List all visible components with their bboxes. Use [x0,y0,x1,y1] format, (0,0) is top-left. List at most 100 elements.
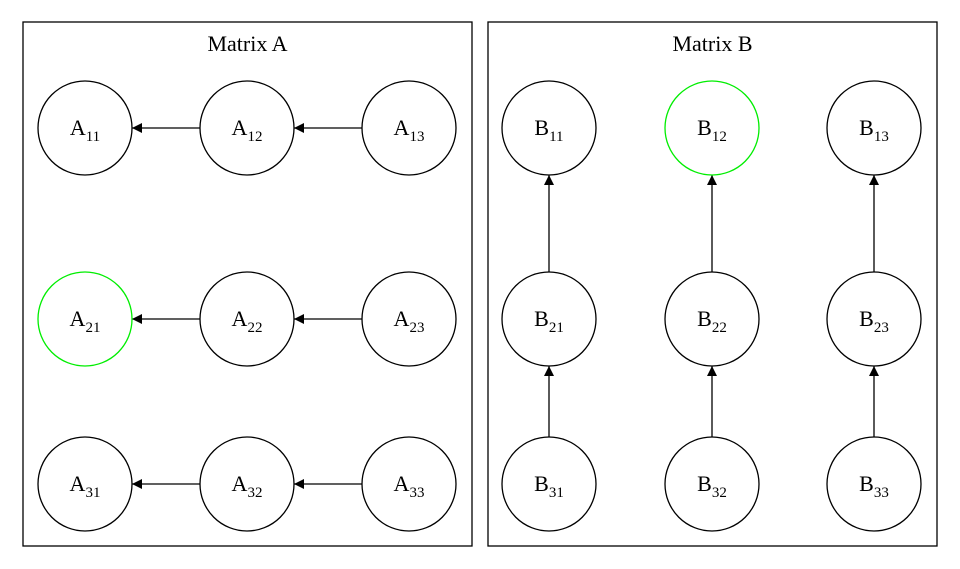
node-b33-label: B33 [859,471,889,501]
node-b31-letter: B [534,471,549,496]
cluster-matrix-b-border [487,21,938,547]
cluster-matrix-b-edges [544,175,879,437]
node-a32-letter: A [232,471,248,496]
node-a23: A23 [361,271,457,367]
node-a31-letter: A [70,471,86,496]
node-b21: B21 [501,271,597,367]
node-b22-label: B22 [697,306,727,336]
node-a31-label: A31 [70,471,101,501]
node-b11-label: B11 [534,115,563,145]
node-b12-subscript: 12 [712,129,727,145]
node-b13: B13 [826,80,922,176]
node-a12: A12 [199,80,295,176]
node-b22: B22 [664,271,760,367]
node-b23-subscript: 23 [874,320,889,336]
node-b32: B32 [664,436,760,532]
node-a12-subscript: 12 [247,129,262,145]
node-b21-letter: B [534,306,549,331]
node-b31: B31 [501,436,597,532]
node-b13-letter: B [859,115,874,140]
node-a23-letter: A [394,306,410,331]
node-a11-circle [37,80,133,176]
node-a21-letter: A [70,306,86,331]
node-a32-label: A32 [232,471,263,501]
node-b12-letter: B [697,115,712,140]
node-b13-label: B13 [859,115,889,145]
node-b32-label: B32 [697,471,727,501]
node-a12-label: A12 [232,115,263,145]
node-a13-circle [361,80,457,176]
cluster-matrix-b-title: Matrix B [672,31,752,56]
node-a22-label: A22 [232,306,263,336]
node-a13-letter: A [394,115,410,140]
node-a31: A31 [37,436,133,532]
node-a21-subscript: 21 [85,320,100,336]
node-a21-circle [37,271,133,367]
node-b11-subscript: 11 [549,129,563,145]
node-a21: A21 [37,271,133,367]
node-b23-circle [826,271,922,367]
node-b23: B23 [826,271,922,367]
cluster-matrix-a-title: Matrix A [207,31,287,56]
node-b22-circle [664,271,760,367]
node-a23-subscript: 23 [409,320,424,336]
node-a32-circle [199,436,295,532]
node-a22-subscript: 22 [247,320,262,336]
node-b11: B11 [501,80,597,176]
cluster-matrix-a-border [22,21,473,547]
node-b22-letter: B [697,306,712,331]
node-a33-subscript: 33 [409,485,424,501]
node-a21-label: A21 [70,306,101,336]
node-b12-label: B12 [697,115,727,145]
node-a11-letter: A [70,115,86,140]
node-b22-subscript: 22 [712,320,727,336]
node-b12-circle [664,80,760,176]
node-b13-circle [826,80,922,176]
node-a33-circle [361,436,457,532]
node-a22-letter: A [232,306,248,331]
node-a13: A13 [361,80,457,176]
node-b33-subscript: 33 [874,485,889,501]
node-a11-label: A11 [70,115,100,145]
node-b21-label: B21 [534,306,564,336]
node-b23-letter: B [859,306,874,331]
node-a31-subscript: 31 [85,485,100,501]
node-b21-subscript: 21 [549,320,564,336]
cluster-matrix-a-edges [132,123,362,489]
node-b13-subscript: 13 [874,129,889,145]
node-b11-letter: B [534,115,549,140]
node-b33-circle [826,436,922,532]
node-b21-circle [501,271,597,367]
node-b23-label: B23 [859,306,889,336]
node-a33-label: A33 [394,471,425,501]
node-b31-subscript: 31 [549,485,564,501]
node-a22: A22 [199,271,295,367]
node-b11-circle [501,80,597,176]
node-b33: B33 [826,436,922,532]
node-a32: A32 [199,436,295,532]
node-a32-subscript: 32 [247,485,262,501]
node-b31-circle [501,436,597,532]
node-a23-circle [361,271,457,367]
node-b31-label: B31 [534,471,564,501]
node-a33: A33 [361,436,457,532]
node-b32-circle [664,436,760,532]
node-a11: A11 [37,80,133,176]
node-a12-circle [199,80,295,176]
node-a13-label: A13 [394,115,425,145]
node-a13-subscript: 13 [409,129,424,145]
node-a11-subscript: 11 [86,129,100,145]
node-b12: B12 [664,80,760,176]
node-a31-circle [37,436,133,532]
node-b33-letter: B [859,471,874,496]
node-a22-circle [199,271,295,367]
node-a33-letter: A [394,471,410,496]
node-a12-letter: A [232,115,248,140]
node-a23-label: A23 [394,306,425,336]
node-b32-letter: B [697,471,712,496]
